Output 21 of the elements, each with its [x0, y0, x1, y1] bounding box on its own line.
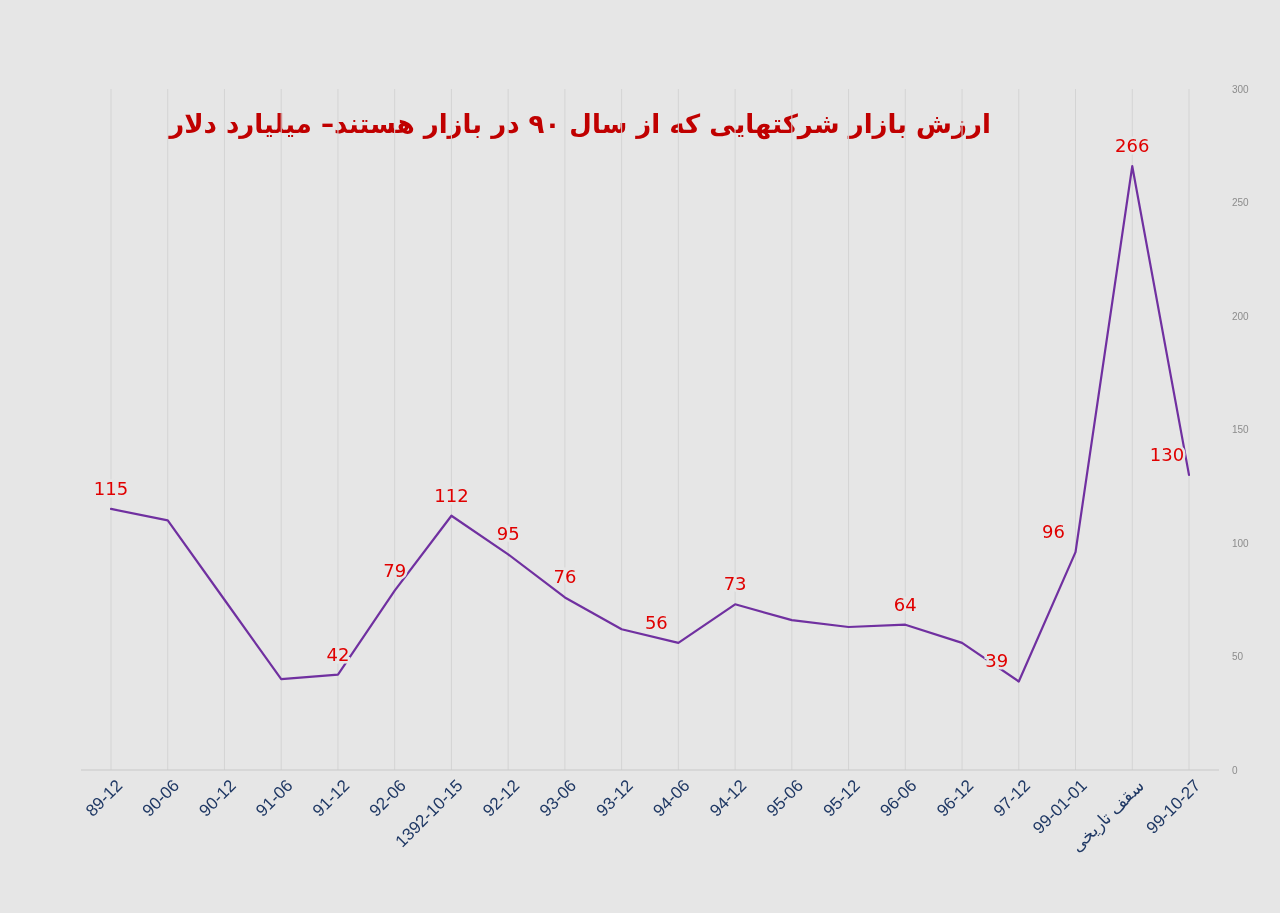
y-tick-label: 300: [1232, 83, 1250, 95]
data-label: 73: [723, 573, 747, 595]
data-label: 39: [985, 650, 1009, 672]
data-label: 115: [93, 477, 129, 499]
text: ارزش بازار شرکتهایی که از سال ۹۰ در بازار هستند– میلیارد دلار: [167, 109, 991, 140]
y-tick-label: 100: [1232, 537, 1250, 549]
data-label: 112: [434, 484, 469, 506]
data-label: 56: [644, 611, 668, 633]
y-tick-label: 0: [1232, 764, 1238, 776]
data-label: 96: [1042, 521, 1065, 543]
data-label: 130: [1149, 443, 1185, 465]
data-label: 76: [553, 566, 577, 588]
data-label: 79: [383, 559, 407, 581]
y-tick-label: 150: [1232, 424, 1250, 436]
y-tick-label: 200: [1232, 310, 1250, 322]
data-label: 64: [893, 593, 917, 615]
y-tick-label: 50: [1232, 651, 1244, 663]
y-tick-label: 250: [1232, 197, 1250, 209]
data-label: 95: [496, 523, 520, 545]
data-label: 42: [326, 643, 350, 665]
data-label: 266: [1115, 135, 1150, 157]
